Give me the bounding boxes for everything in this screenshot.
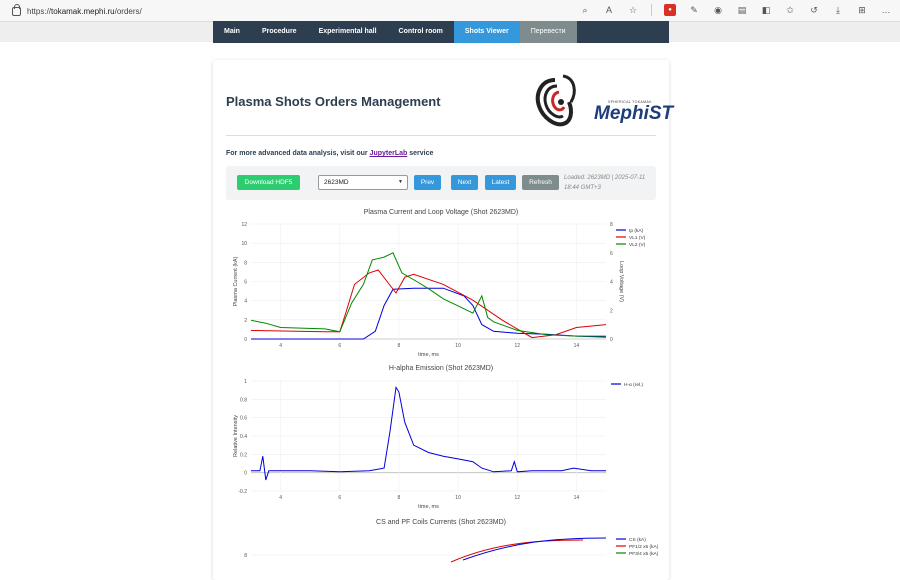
x-tick-label: 6 (338, 495, 341, 501)
y-tick-label: 2 (244, 318, 247, 324)
legend-label: CS (kA) (629, 537, 646, 543)
next-button[interactable]: Next (451, 175, 478, 190)
main-nav: Main Procedure Experimental hall Control… (213, 21, 669, 43)
y-axis-label: Plasma Current (kA) (233, 256, 239, 306)
y-tick-label: 8 (244, 260, 247, 266)
shot-select[interactable]: 2623MD ▼ (318, 175, 408, 190)
x-tick-label: 12 (514, 343, 520, 349)
chart3-title: CS and PF Coils Currents (Shot 2623MD) (376, 519, 506, 526)
nav-main[interactable]: Main (224, 28, 240, 35)
y-tick-label: 0.4 (240, 434, 247, 440)
x-tick-label: 4 (279, 495, 282, 501)
series-line-1 (250, 269, 607, 339)
jupyterlab-link[interactable]: JupyterLab (369, 150, 408, 157)
x-tick-label: 12 (514, 495, 520, 501)
jupyter-notice: For more advanced data analysis, visit o… (226, 150, 434, 157)
x-tick-label: 4 (279, 343, 282, 349)
series-line-1 (450, 539, 584, 563)
address-bar[interactable]: https://tokamak.mephi.ru/orders/ (12, 3, 672, 18)
series-line-2 (250, 252, 606, 337)
translate-button[interactable]: Перевести (519, 21, 577, 43)
y2-tick-label: 4 (610, 280, 613, 286)
legend-label: Ip (kA) (629, 228, 644, 234)
prev-button[interactable]: Prev (414, 175, 441, 190)
chevron-down-icon: ▼ (398, 179, 403, 185)
y-tick-label: 8 (244, 553, 247, 559)
y-tick-label: 4 (244, 299, 247, 305)
chart1-title: Plasma Current and Loop Voltage (Shot 26… (363, 209, 519, 216)
note-icon[interactable]: ▤ (737, 4, 747, 15)
download-icon[interactable]: ⤓ (836, 4, 840, 15)
x-tick-label: 10 (455, 343, 461, 349)
y-tick-label: 0.8 (240, 397, 247, 403)
logo-swirl-icon (535, 74, 576, 127)
legend-label: VL2 (V) (629, 242, 646, 248)
header-divider (226, 135, 656, 136)
y-tick-label: 12 (241, 222, 247, 228)
y-tick-label: 6 (244, 280, 247, 286)
y2-tick-label: 6 (610, 251, 613, 257)
more-icon[interactable]: … (881, 5, 891, 15)
nav-procedure[interactable]: Procedure (261, 28, 297, 35)
pen-icon[interactable]: ✎ (690, 4, 698, 15)
browser-actions: ⌕ A ☆ ● ✎ ◉ ▤ ◧ ✩ ↺ ⤓ ⊞ … (579, 4, 892, 16)
favorites-icon[interactable]: ✩ (786, 4, 794, 15)
chart2-title: H-alpha Emission (Shot 2623MD) (388, 365, 494, 372)
y2-tick-label: 2 (610, 308, 613, 314)
read-aloud-icon[interactable]: A (605, 5, 612, 15)
y-tick-label: 0.2 (240, 452, 247, 458)
y2-tick-label: 8 (610, 222, 613, 228)
favorite-icon[interactable]: ☆ (628, 4, 638, 15)
x-tick-label: 8 (398, 343, 401, 349)
nav-shots-viewer[interactable]: Shots Viewer (453, 21, 520, 43)
y-tick-label: 0.6 (240, 416, 247, 422)
x-tick-label: 14 (574, 495, 580, 501)
y-axis-label: Relative Intensity (233, 415, 239, 457)
extension-icon[interactable]: ◉ (714, 4, 722, 15)
x-axis-label: time, ms (418, 352, 439, 358)
main-card: Plasma Shots Orders Management SPHERICAL… (213, 60, 673, 580)
legend-label: H-α (rel.) (624, 382, 643, 388)
y2-tick-label: 0 (610, 337, 613, 343)
series-line-0 (251, 385, 606, 481)
y-tick-label: 0 (244, 337, 247, 343)
series-line-0 (462, 537, 607, 561)
lock-icon (12, 3, 21, 16)
logo-name: MephiST (594, 103, 674, 124)
latest-button[interactable]: Latest (485, 175, 516, 190)
shot-toolbar: Download HDF5 2623MD ▼ Prev Next Latest R… (226, 166, 656, 200)
loaded-status: Loaded: 2623MD | 2025-07-11 18:44 GMT+3 (564, 175, 646, 191)
page-title: Plasma Shots Orders Management (226, 94, 441, 109)
extension-icon[interactable]: ● (664, 4, 676, 16)
mephist-logo: SPHERICAL TOKAMAK MephiST (533, 72, 673, 132)
download-hdf5-button[interactable]: Download HDF5 (237, 175, 300, 190)
legend-label: VL1 (V) (629, 235, 646, 241)
legend-label: PF3/4 x5 (kA) (629, 551, 659, 557)
divider (651, 4, 652, 16)
split-icon[interactable]: ◧ (761, 4, 771, 15)
y-tick-label: 0 (244, 471, 247, 477)
y-tick-label: 1 (244, 379, 247, 385)
y-tick-label: 10 (241, 241, 247, 247)
coils-currents-chart[interactable]: 8 CS (kA)PF1/2 x5 (kA)PF3/4 x5 (kA) (213, 530, 669, 580)
browser-toolbar: https://tokamak.mephi.ru/orders/ ⌕ A ☆ ●… (0, 0, 900, 22)
x-tick-label: 10 (455, 495, 461, 501)
x-axis-label: time, ms (418, 504, 439, 510)
y-tick-label: -0.2 (238, 489, 247, 495)
x-tick-label: 8 (398, 495, 401, 501)
logo-caption: SPHERICAL TOKAMAK (608, 100, 652, 104)
collections-icon[interactable]: ⊞ (858, 4, 866, 15)
plasma-current-chart[interactable]: 0 2 4 6 8 10 12 4 6 8 10 12 14 time, ms Plasma Current… (213, 218, 669, 366)
x-tick-label: 6 (338, 343, 341, 349)
x-tick-label: 14 (574, 343, 580, 349)
nav-experimental-hall[interactable]: Experimental hall (318, 28, 377, 35)
url-text[interactable]: https://tokamak.mephi.ru/orders/ (27, 6, 142, 16)
history-icon[interactable]: ↺ (810, 4, 818, 15)
refresh-button[interactable]: Refresh (522, 175, 559, 190)
y2-axis-label: Loop Voltage (V) (618, 261, 624, 302)
legend-label: PF1/2 x5 (kA) (629, 544, 659, 550)
nav-control-room[interactable]: Control room (398, 28, 443, 35)
zoom-icon[interactable]: ⌕ (582, 4, 588, 15)
